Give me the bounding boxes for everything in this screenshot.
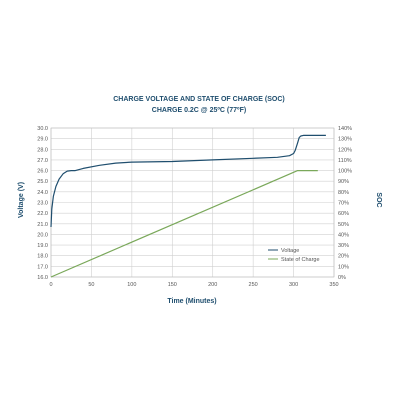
x-axis-ticks: 0 50 100 150 200 250 300 350 bbox=[49, 282, 338, 288]
y2-tick-label: 110% bbox=[338, 158, 352, 164]
y2-tick-label: 50% bbox=[338, 222, 349, 228]
plot-frame bbox=[50, 127, 335, 278]
legend-label-soc: State of Charge bbox=[281, 257, 320, 263]
legend-label-voltage: Voltage bbox=[281, 248, 299, 254]
y2-tick-label: 40% bbox=[338, 232, 349, 238]
y2-tick-label: 10% bbox=[338, 264, 349, 270]
y2-tick-label: 80% bbox=[338, 190, 349, 196]
y2-tick-label: 100% bbox=[338, 169, 352, 175]
y-tick-label: 18.0 bbox=[37, 254, 48, 260]
x-tick-label: 300 bbox=[289, 282, 298, 288]
y-tick-label: 21.0 bbox=[37, 222, 48, 228]
y2-tick-label: 60% bbox=[338, 211, 349, 217]
y-tick-label: 26.0 bbox=[37, 169, 48, 175]
series-line-state-of-charge bbox=[50, 170, 318, 278]
y2-tick-label: 30% bbox=[338, 243, 349, 249]
y2-axis-label: SOC bbox=[375, 192, 382, 207]
x-axis-label: Time (Minutes) bbox=[167, 298, 216, 305]
y-tick-label: 16.0 bbox=[37, 275, 48, 281]
chart-title: CHARGE VOLTAGE AND STATE OF CHARGE (SOC) bbox=[113, 96, 285, 103]
y-tick-label: 27.0 bbox=[37, 158, 48, 164]
x-tick-label: 0 bbox=[49, 282, 52, 288]
y-tick-label: 25.0 bbox=[37, 179, 48, 185]
y2-tick-label: 0% bbox=[338, 275, 346, 281]
y-axis-ticks: 16.0 17.0 18.0 19.0 20.0 21.0 22.0 23.0 24.0 25.0… bbox=[37, 126, 48, 281]
x-tick-label: 200 bbox=[208, 282, 217, 288]
y2-tick-label: 20% bbox=[338, 254, 349, 260]
series-group bbox=[50, 134, 326, 278]
x-tick-label: 100 bbox=[127, 282, 136, 288]
y2-tick-label: 140% bbox=[338, 126, 352, 132]
y2-tick-label: 70% bbox=[338, 201, 349, 207]
chart-subtitle: CHARGE 0.2C @ 25ºC (77ºF) bbox=[152, 107, 246, 114]
y-tick-label: 22.0 bbox=[37, 211, 48, 217]
grid bbox=[50, 127, 335, 278]
y-tick-label: 28.0 bbox=[37, 147, 48, 153]
y-tick-label: 29.0 bbox=[37, 137, 48, 143]
y-tick-label: 24.0 bbox=[37, 190, 48, 196]
x-tick-label: 50 bbox=[88, 282, 94, 288]
y2-tick-label: 120% bbox=[338, 147, 352, 153]
y-tick-label: 30.0 bbox=[37, 126, 48, 132]
series-line-voltage bbox=[50, 134, 326, 228]
legend: Voltage State of Charge bbox=[268, 248, 320, 263]
x-tick-label: 150 bbox=[168, 282, 177, 288]
y2-tick-label: 90% bbox=[338, 179, 349, 185]
x-tick-label: 350 bbox=[329, 282, 338, 288]
y-tick-label: 17.0 bbox=[37, 264, 48, 270]
y2-tick-label: 130% bbox=[338, 137, 352, 143]
y-axis-label: Voltage (V) bbox=[18, 182, 25, 218]
y-tick-label: 23.0 bbox=[37, 201, 48, 207]
y-tick-label: 20.0 bbox=[37, 232, 48, 238]
y2-axis-ticks: 0% 10% 20% 30% 40% 50% 60% 70% 80% 90% 100% 110% 120… bbox=[338, 126, 352, 281]
y-tick-label: 19.0 bbox=[37, 243, 48, 249]
x-tick-label: 250 bbox=[249, 282, 258, 288]
